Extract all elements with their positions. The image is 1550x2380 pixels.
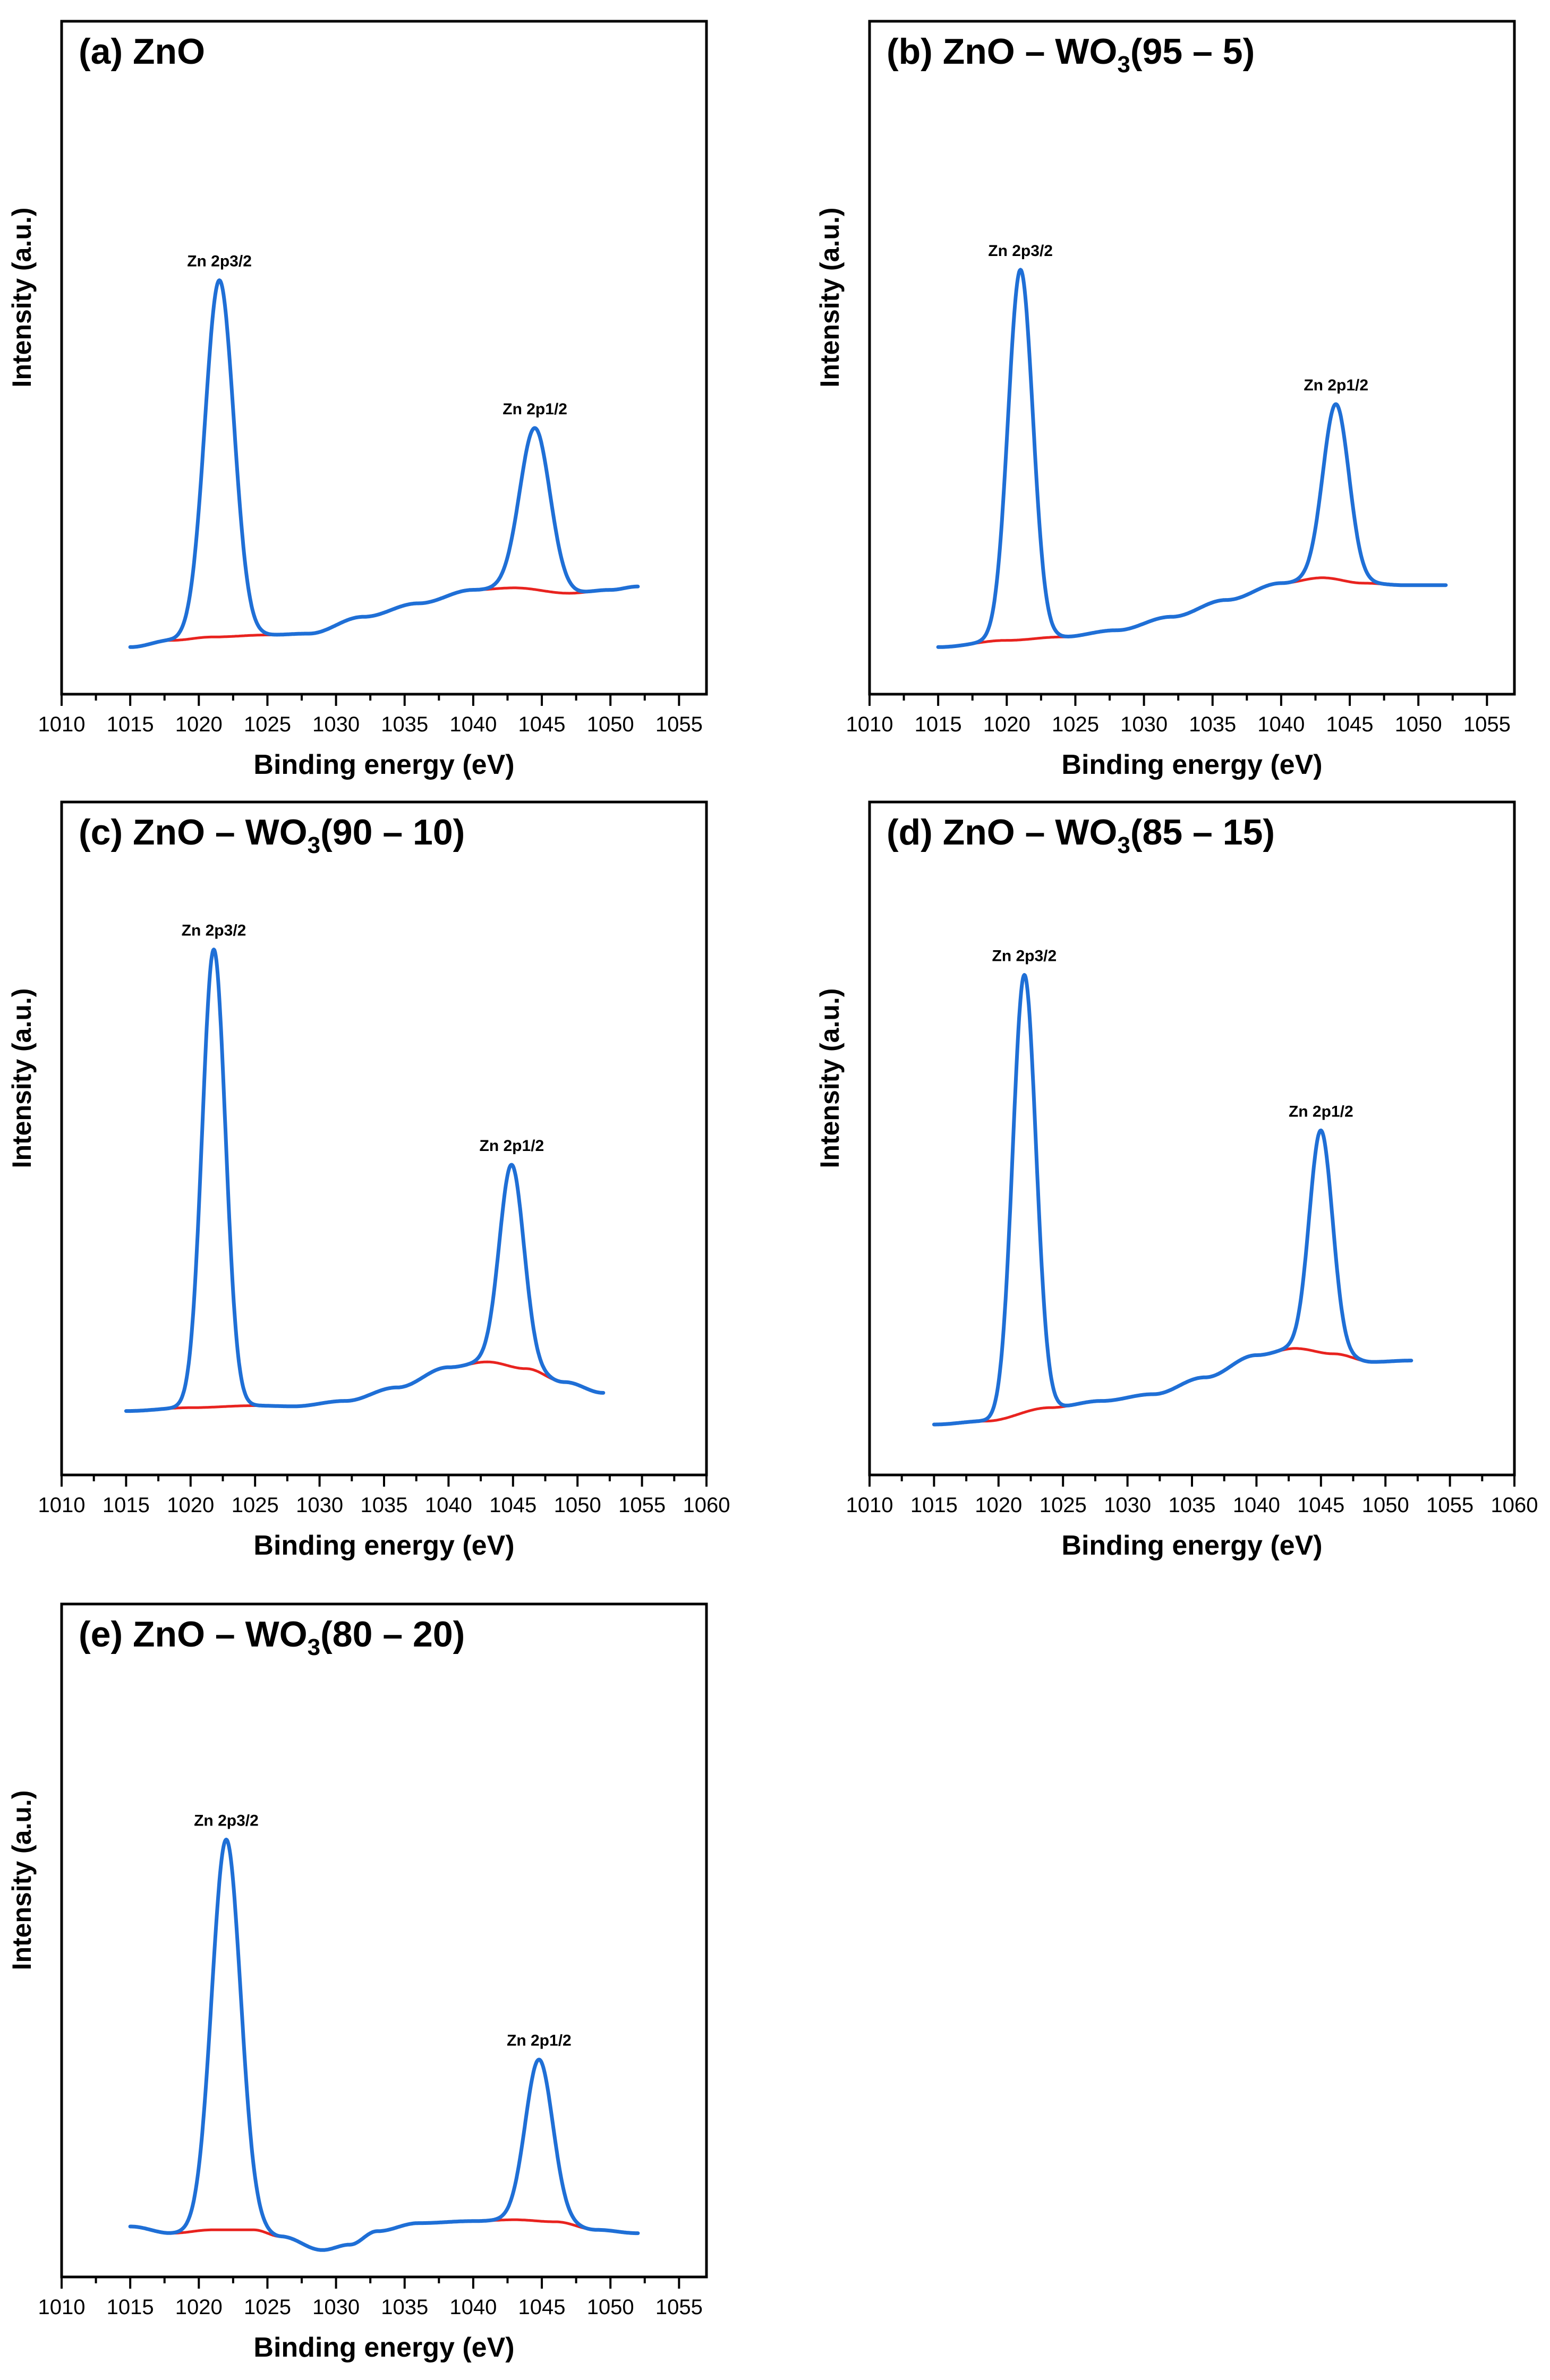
background-fit-line bbox=[126, 1360, 603, 1413]
spectrum-line bbox=[936, 268, 1448, 649]
y-axis-label: Intensity (a.u.) bbox=[7, 208, 37, 388]
x-tick-label: 1040 bbox=[449, 2296, 497, 2319]
x-tick-label: 1060 bbox=[683, 1494, 730, 1517]
x-tick-label: 1035 bbox=[1169, 1494, 1216, 1517]
x-tick-label: 1025 bbox=[1040, 1494, 1087, 1517]
x-tick-label: 1045 bbox=[518, 2296, 566, 2319]
x-tick-label: 1020 bbox=[175, 2296, 223, 2319]
peak-label: Zn 2p3/2 bbox=[187, 253, 252, 270]
peak-label: Zn 2p3/2 bbox=[194, 1812, 259, 1829]
plot-frame bbox=[60, 1602, 708, 2279]
x-axis-label: Binding energy (eV) bbox=[253, 2332, 514, 2363]
panel-title: (d) ZnO – WO3(85 – 15) bbox=[887, 812, 1275, 858]
x-tick-label: 1015 bbox=[107, 2296, 154, 2319]
x-tick-label: 1055 bbox=[1426, 1494, 1474, 1517]
x-tick-label: 1035 bbox=[381, 2296, 428, 2319]
y-axis-label: Intensity (a.u.) bbox=[815, 988, 845, 1168]
x-tick-label: 1040 bbox=[1233, 1494, 1280, 1517]
x-tick-label: 1030 bbox=[1120, 713, 1168, 736]
peak-label: Zn 2p1/2 bbox=[503, 400, 567, 418]
peak-label: Zn 2p1/2 bbox=[507, 2032, 572, 2050]
background-fit-line bbox=[934, 1347, 1411, 1426]
x-tick-label: 1015 bbox=[103, 1494, 150, 1517]
plot-frame bbox=[60, 20, 708, 696]
y-axis-label: Intensity (a.u.) bbox=[815, 208, 845, 388]
x-tick-label: 1040 bbox=[449, 713, 497, 736]
x-tick-label: 1050 bbox=[587, 2296, 634, 2319]
spectrum-line bbox=[128, 1837, 640, 2252]
x-tick-label: 1030 bbox=[1104, 1494, 1151, 1517]
x-tick-label: 1020 bbox=[167, 1494, 214, 1517]
peak-label: Zn 2p3/2 bbox=[992, 948, 1057, 965]
background-fit-line bbox=[130, 585, 638, 649]
x-tick-label: 1060 bbox=[1491, 1494, 1538, 1517]
xps-panel-a: Zn 2p3/2 Zn 2p1/2 1010 1015 1020 1025 1030 1035… bbox=[7, 20, 708, 780]
x-tick-label: 1030 bbox=[312, 2296, 360, 2319]
x-axis-label: Binding energy (eV) bbox=[253, 749, 514, 780]
spectrum-line bbox=[932, 973, 1413, 1427]
peak-label: Zn 2p1/2 bbox=[480, 1137, 544, 1155]
x-tick-label: 1040 bbox=[1257, 713, 1305, 736]
x-tick-label: 1010 bbox=[846, 713, 893, 736]
x-tick-label: 1040 bbox=[425, 1494, 472, 1517]
x-tick-label: 1030 bbox=[312, 713, 360, 736]
peak-label: Zn 2p1/2 bbox=[1289, 1103, 1353, 1120]
x-tick-label: 1015 bbox=[107, 713, 154, 736]
x-tick-label: 1045 bbox=[1297, 1494, 1344, 1517]
x-tick-label: 1045 bbox=[518, 713, 566, 736]
x-tick-label: 1020 bbox=[975, 1494, 1022, 1517]
x-tick-label: 1055 bbox=[1463, 713, 1511, 736]
x-tick-label: 1055 bbox=[655, 713, 703, 736]
x-tick-label: 1015 bbox=[910, 1494, 958, 1517]
xps-panel-d: Zn 2p3/2 Zn 2p1/2 1010 1015 1020 1025 1030 1035… bbox=[815, 800, 1538, 1561]
peak-label: Zn 2p1/2 bbox=[1304, 377, 1368, 394]
x-tick-label: 1030 bbox=[296, 1494, 343, 1517]
peak-label: Zn 2p3/2 bbox=[182, 922, 246, 940]
x-tick-label: 1020 bbox=[983, 713, 1031, 736]
xps-panel-c: Zn 2p3/2 Zn 2p1/2 1010 1015 1020 1025 1030 1035… bbox=[7, 800, 730, 1561]
panel-title: (e) ZnO – WO3(80 – 20) bbox=[79, 1614, 465, 1660]
peak-label: Zn 2p3/2 bbox=[988, 242, 1053, 260]
x-tick-label: 1010 bbox=[38, 1494, 86, 1517]
x-tick-label: 1025 bbox=[244, 713, 291, 736]
x-axis-label: Binding energy (eV) bbox=[1061, 749, 1322, 780]
plot-frame bbox=[60, 800, 708, 1477]
background-fit-line bbox=[130, 2218, 638, 2251]
spectrum-line bbox=[124, 948, 606, 1413]
x-tick-label: 1035 bbox=[381, 713, 428, 736]
spectrum-line bbox=[128, 278, 640, 649]
x-tick-label: 1050 bbox=[554, 1494, 601, 1517]
x-tick-label: 1025 bbox=[1052, 713, 1099, 736]
panel-title: (c) ZnO – WO3(90 – 10) bbox=[79, 812, 465, 858]
panel-title: (a) ZnO bbox=[79, 31, 205, 72]
panel-title: (b) ZnO – WO3(95 – 5) bbox=[887, 31, 1255, 78]
plot-frame bbox=[868, 800, 1516, 1477]
x-tick-label: 1050 bbox=[1362, 1494, 1409, 1517]
x-tick-label: 1010 bbox=[846, 1494, 893, 1517]
x-tick-label: 1010 bbox=[38, 2296, 86, 2319]
x-tick-label: 1045 bbox=[1326, 713, 1374, 736]
x-tick-label: 1035 bbox=[1189, 713, 1236, 736]
x-tick-label: 1050 bbox=[587, 713, 634, 736]
y-axis-label: Intensity (a.u.) bbox=[7, 988, 37, 1168]
x-tick-label: 1035 bbox=[361, 1494, 408, 1517]
x-tick-label: 1055 bbox=[618, 1494, 666, 1517]
x-tick-label: 1025 bbox=[244, 2296, 291, 2319]
xps-panel-e: Zn 2p3/2 Zn 2p1/2 1010 1015 1020 1025 1030 1035… bbox=[7, 1602, 708, 2363]
x-axis-label: Binding energy (eV) bbox=[253, 1530, 514, 1561]
plot-frame bbox=[868, 20, 1516, 696]
x-tick-label: 1025 bbox=[232, 1494, 279, 1517]
x-tick-label: 1010 bbox=[38, 713, 86, 736]
x-tick-label: 1050 bbox=[1395, 713, 1442, 736]
xps-panel-b: Zn 2p3/2 Zn 2p1/2 1010 1015 1020 1025 1030 1035… bbox=[815, 20, 1516, 780]
x-axis-label: Binding energy (eV) bbox=[1061, 1530, 1322, 1561]
x-tick-label: 1015 bbox=[915, 713, 962, 736]
x-tick-label: 1045 bbox=[489, 1494, 536, 1517]
x-tick-label: 1020 bbox=[175, 713, 223, 736]
x-tick-label: 1055 bbox=[655, 2296, 703, 2319]
y-axis-label: Intensity (a.u.) bbox=[7, 1790, 37, 1970]
